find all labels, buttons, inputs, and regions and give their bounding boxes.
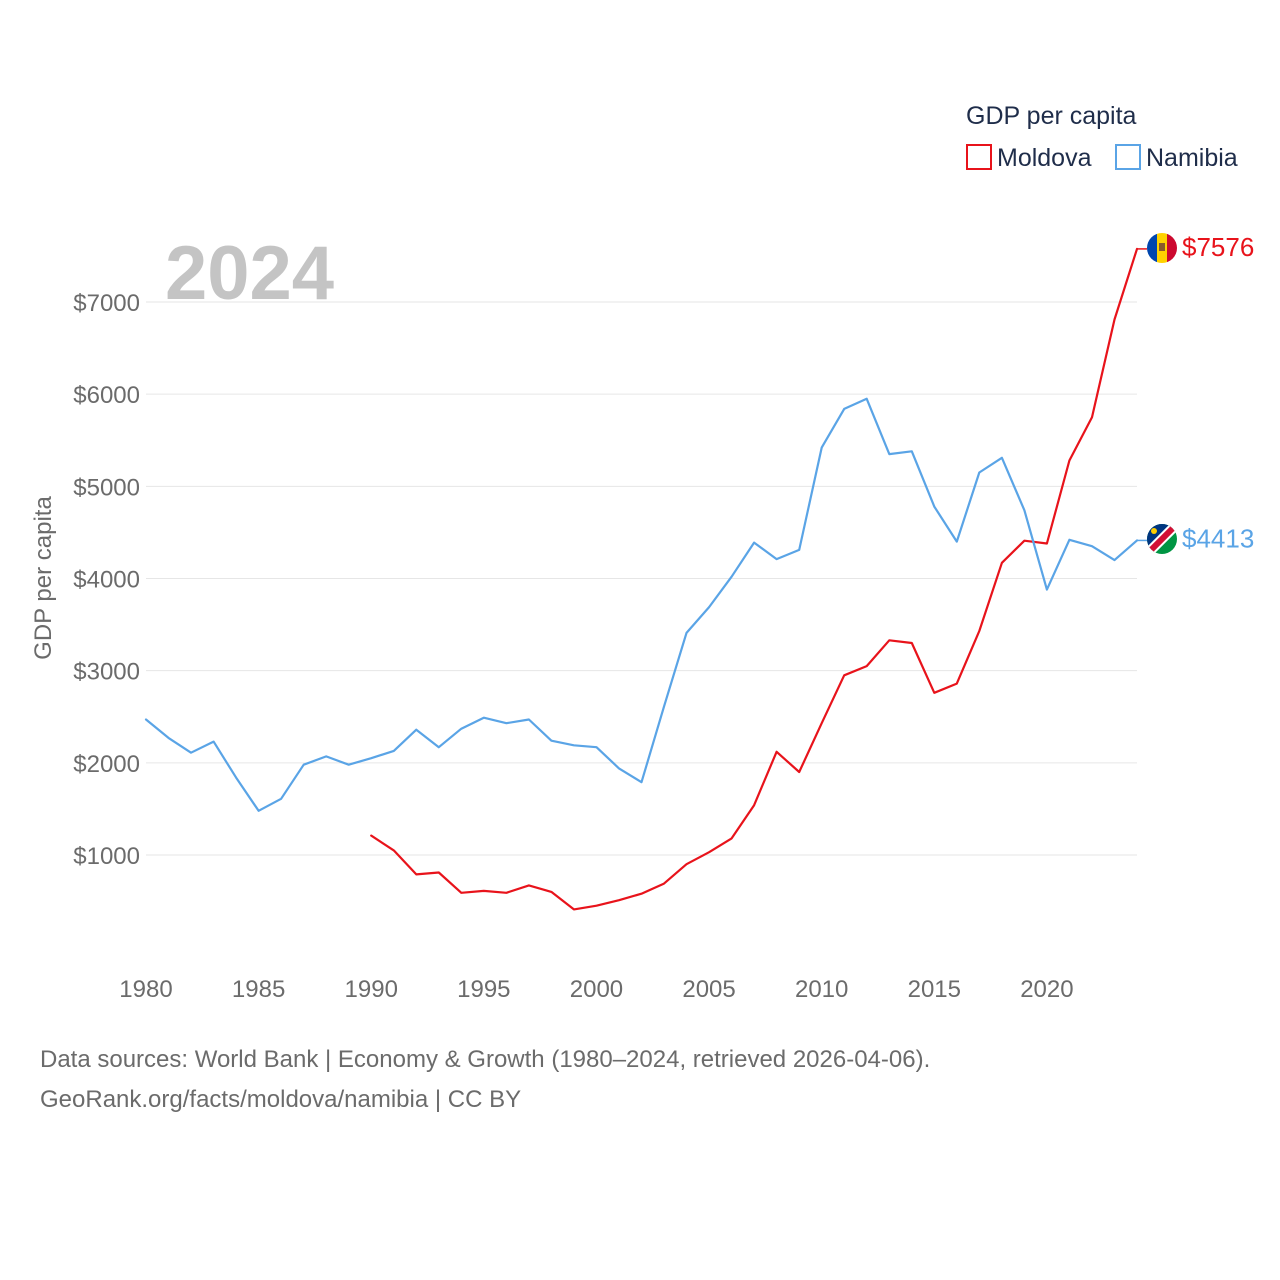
footer-sources: Data sources: World Bank | Economy & Gro… [40,1046,931,1073]
y-tick-label: $2000 [73,751,140,778]
x-tick-label: 2015 [908,976,961,1003]
series-lines [144,247,1139,911]
year-label: 2024 [165,231,334,316]
legend-title: GDP per capita [966,102,1137,130]
x-tick-label: 1980 [119,976,172,1003]
x-tick-label: 1985 [232,976,285,1003]
x-tick-label: 1995 [457,976,510,1003]
x-tick-label: 2010 [795,976,848,1003]
footer: Data sources: World Bank | Economy & Gro… [40,1040,930,1120]
y-tick-label: $7000 [73,290,140,317]
x-tick-label: 1990 [345,976,398,1003]
x-tick-label: 2020 [1020,976,1073,1003]
y-axis-ticks: $1000 $2000 $3000 $4000 $5000 $6000 $7000 [73,290,140,870]
series-line-moldova[interactable] [370,247,1139,911]
legend-label-moldova[interactable]: Moldova [997,144,1092,172]
namibia-flag-icon [1147,524,1177,554]
end-label-moldova: $7576 [1182,232,1254,262]
legend-swatch-moldova[interactable] [966,144,992,170]
footer-attribution: GeoRank.org/facts/moldova/namibia | CC B… [40,1086,522,1113]
y-tick-label: $1000 [73,843,140,870]
y-tick-label: $5000 [73,474,140,501]
moldova-flag-icon [1147,233,1177,263]
y-tick-label: $4000 [73,567,140,594]
end-label-namibia: $4413 [1182,523,1254,553]
y-tick-label: $3000 [73,659,140,686]
x-axis-ticks: 1980 1985 1990 1995 2000 2005 2010 2015 2020 [119,976,1073,1003]
x-tick-label: 2005 [682,976,735,1003]
legend: GDP per capita Moldova Namibia [966,102,1238,172]
gridlines [146,301,1137,856]
legend-label-namibia[interactable]: Namibia [1146,144,1238,172]
end-labels: $7576 $4413 [1137,232,1254,553]
y-tick-label: $6000 [73,382,140,409]
y-axis-label: GDP per capita [30,496,57,660]
legend-swatch-namibia[interactable] [1115,144,1141,170]
series-line-namibia[interactable] [144,397,1139,812]
x-tick-label: 2000 [570,976,623,1003]
